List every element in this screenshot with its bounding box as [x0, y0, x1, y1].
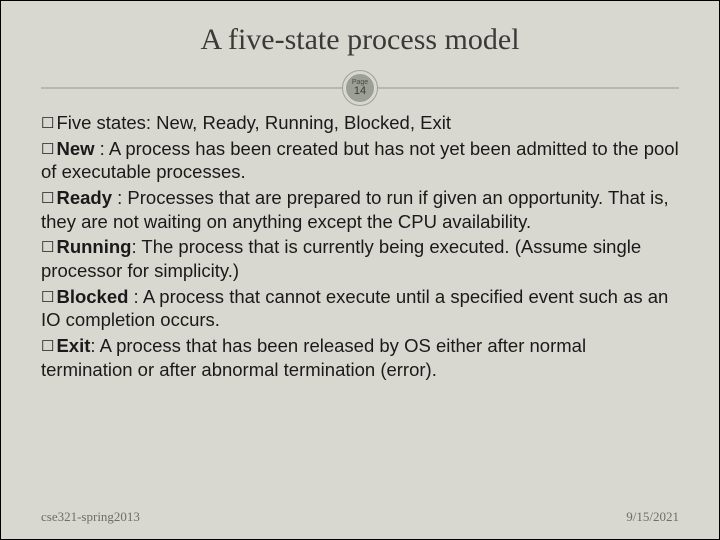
checkbox-icon: ☐	[41, 337, 54, 356]
item-lead: Exit	[56, 335, 90, 356]
item-text: New, Ready, Running, Blocked, Exit	[151, 112, 451, 133]
checkbox-icon: ☐	[41, 238, 54, 257]
footer-left: cse321-spring2013	[41, 509, 140, 525]
list-item: ☐New : A process has been created but ha…	[41, 137, 679, 184]
checkbox-icon: ☐	[41, 114, 54, 133]
page-badge: Page 14	[343, 71, 377, 105]
item-lead: Blocked	[56, 286, 128, 307]
list-item: ☐Five states: New, Ready, Running, Block…	[41, 111, 679, 135]
list-item: ☐Exit: A process that has been released …	[41, 334, 679, 381]
footer: cse321-spring2013 9/15/2021	[41, 509, 679, 525]
page-number: 14	[354, 86, 366, 97]
checkbox-icon: ☐	[41, 189, 54, 208]
item-lead: New	[56, 138, 94, 159]
title-divider: Page 14	[1, 71, 719, 105]
checkbox-icon: ☐	[41, 140, 54, 159]
checkbox-icon: ☐	[41, 288, 54, 307]
slide: A five-state process model Page 14 ☐Five…	[0, 0, 720, 540]
item-lead: Running	[56, 236, 131, 257]
item-text: : A process has been created but has not…	[41, 138, 679, 183]
item-lead: Ready	[56, 187, 112, 208]
item-text: : The process that is currently being ex…	[41, 236, 641, 281]
item-text: : Processes that are prepared to run if …	[41, 187, 669, 232]
item-text: : A process that cannot execute until a …	[41, 286, 668, 331]
list-item: ☐Ready : Processes that are prepared to …	[41, 186, 679, 233]
slide-title: A five-state process model	[1, 1, 719, 57]
item-lead: Five states:	[56, 112, 151, 133]
list-item: ☐Running: The process that is currently …	[41, 235, 679, 282]
content-body: ☐Five states: New, Ready, Running, Block…	[1, 105, 719, 381]
item-text: : A process that has been released by OS…	[41, 335, 586, 380]
footer-right: 9/15/2021	[626, 509, 679, 525]
list-item: ☐Blocked : A process that cannot execute…	[41, 285, 679, 332]
